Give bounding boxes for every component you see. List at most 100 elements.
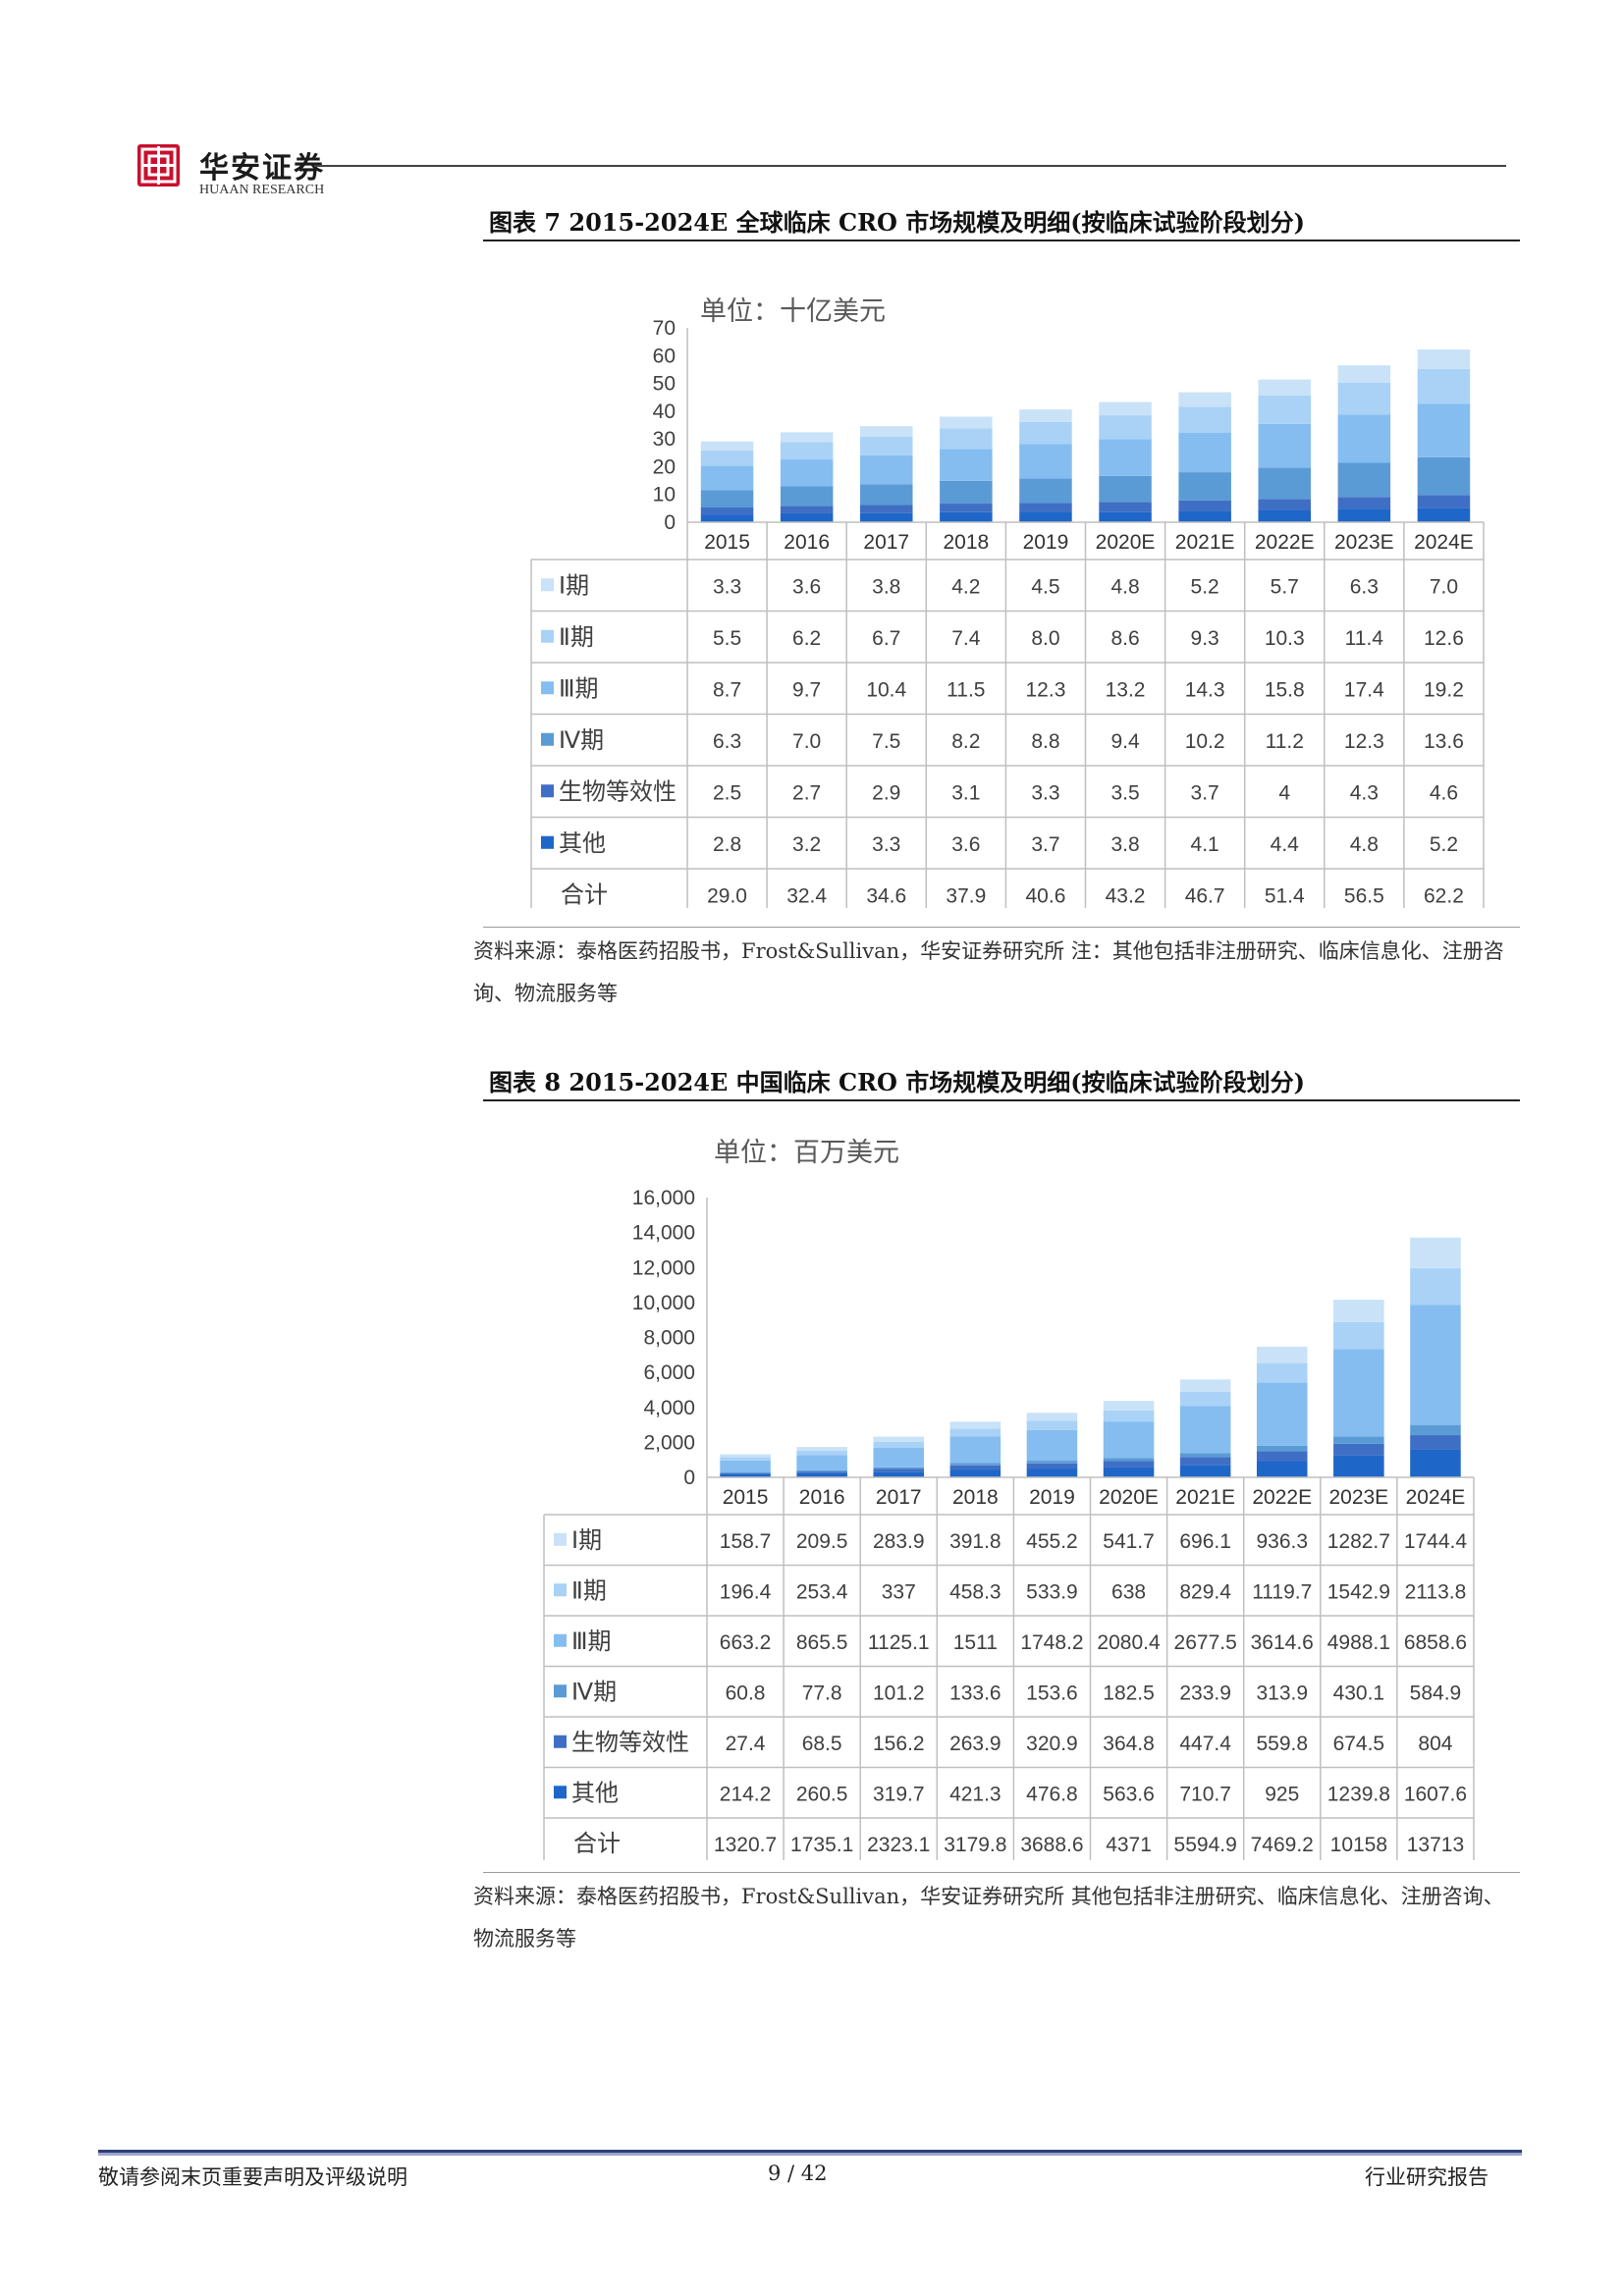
data-label: 253.4 <box>796 1580 848 1603</box>
data-label: 674.5 <box>1333 1733 1385 1755</box>
data-label: 421.3 <box>949 1783 1001 1805</box>
unit-label: 单位：十亿美元 <box>700 296 886 326</box>
bar-segment <box>1333 1443 1384 1456</box>
data-label: 4.8 <box>1350 833 1379 856</box>
bar-segment <box>873 1467 925 1469</box>
source-note: 资料来源：泰格医药招股书，Frost&Sullivan，华安证券研究所 注：其他… <box>473 939 1504 1005</box>
legend-swatch <box>541 835 554 849</box>
data-label: 3.7 <box>1031 833 1059 856</box>
bar-segment <box>873 1468 925 1472</box>
bar-segment <box>1410 1237 1461 1268</box>
data-label: 5.7 <box>1271 575 1299 598</box>
bar-segment <box>1258 499 1312 510</box>
bar-segment <box>1417 368 1471 404</box>
bar-segment <box>700 441 754 452</box>
data-label: 4.5 <box>1031 575 1059 598</box>
x-tick-label: 2017 <box>876 1486 922 1509</box>
x-tick-label: 2019 <box>1029 1486 1075 1509</box>
data-label: 3.5 <box>1110 781 1139 804</box>
data-label: 4.6 <box>1430 781 1458 804</box>
data-label: 10.4 <box>866 678 906 701</box>
bar-segment <box>1179 1391 1231 1407</box>
bar-segment <box>780 459 834 487</box>
bar-segment <box>1333 1321 1384 1350</box>
data-label: 5.5 <box>713 627 741 650</box>
data-label: 6.3 <box>713 730 741 753</box>
brand-name: 华安证券 <box>199 151 325 186</box>
bar-segment <box>796 1450 847 1456</box>
total-value: 40.6 <box>1026 884 1066 907</box>
bar-segment <box>700 490 754 508</box>
data-label: 214.2 <box>720 1783 772 1805</box>
x-tick-label: 2016 <box>784 531 830 554</box>
unit-label: 单位：百万美元 <box>714 1138 899 1167</box>
data-label: 1119.7 <box>1252 1580 1312 1603</box>
data-label: 3.3 <box>1031 781 1059 804</box>
data-label: 925 <box>1265 1783 1299 1805</box>
bar-segment <box>796 1471 847 1473</box>
data-label: 865.5 <box>796 1631 848 1654</box>
bar-segment <box>1026 1413 1078 1421</box>
bar-segment <box>700 514 754 522</box>
data-label: 1511 <box>953 1631 998 1654</box>
data-label: 2.9 <box>872 781 900 804</box>
bar-segment <box>1099 502 1152 512</box>
report-type: 行业研究报告 <box>1365 2165 1489 2189</box>
data-label: 541.7 <box>1103 1530 1155 1553</box>
data-label: 559.8 <box>1256 1733 1308 1755</box>
data-label: 5.2 <box>1430 833 1458 856</box>
bar-segment <box>1179 1457 1231 1466</box>
data-label: 6858.6 <box>1404 1631 1467 1654</box>
bar-segment <box>1179 1379 1231 1392</box>
bar-segment <box>1256 1362 1308 1383</box>
legend-label: Ⅱ期 <box>571 1577 607 1604</box>
data-label: 2113.8 <box>1405 1580 1467 1603</box>
bar-segment <box>1337 414 1391 463</box>
bar-segment <box>1103 1458 1155 1462</box>
legend-label: Ⅳ期 <box>571 1679 617 1705</box>
data-label: 9.4 <box>1110 730 1140 753</box>
data-label: 7.4 <box>951 627 981 650</box>
data-label: 1239.8 <box>1327 1783 1390 1805</box>
data-label: 13.2 <box>1106 678 1146 701</box>
bar-segment <box>873 1447 925 1468</box>
data-label: 936.3 <box>1256 1530 1308 1553</box>
data-label: 3.8 <box>872 575 900 598</box>
x-tick-label: 2018 <box>943 531 989 554</box>
bar-segment <box>1258 509 1312 522</box>
bar-segment <box>1333 1349 1384 1437</box>
data-label: 158.7 <box>720 1530 772 1553</box>
bar-segment <box>1099 475 1152 503</box>
bar-segment <box>949 1463 1001 1466</box>
y-tick-label: 10 <box>653 484 676 507</box>
data-label: 364.8 <box>1103 1733 1155 1755</box>
y-tick-label: 10,000 <box>632 1292 695 1314</box>
total-value: 37.9 <box>946 884 986 907</box>
data-label: 3614.6 <box>1251 1631 1314 1654</box>
total-value: 29.0 <box>707 884 747 907</box>
bar-segment <box>720 1473 771 1477</box>
bar-segment <box>780 512 834 522</box>
bar-segment <box>1103 1421 1155 1459</box>
bar-segment <box>720 1471 771 1473</box>
data-label: 458.3 <box>949 1580 1001 1603</box>
data-label: 455.2 <box>1026 1530 1078 1553</box>
bar-segment <box>949 1436 1001 1464</box>
total-value: 62.2 <box>1424 884 1464 907</box>
figure-title-rule <box>483 1099 1520 1101</box>
x-tick-label: 2024E <box>1406 1486 1466 1509</box>
data-label: 7.0 <box>792 730 821 753</box>
bar-segment <box>859 512 913 522</box>
data-label: 1282.7 <box>1327 1530 1390 1553</box>
data-label: 10.3 <box>1265 627 1305 650</box>
data-label: 11.4 <box>1345 627 1384 650</box>
bar-segment <box>780 506 834 513</box>
china-cro-chart: 单位：百万美元 0 2,000 4,000 6,000 8,000 10,000 12,000… <box>543 1138 1475 1860</box>
data-label: 638 <box>1111 1580 1146 1603</box>
bar-segment <box>796 1469 847 1472</box>
bar-segment <box>949 1421 1001 1429</box>
bar-segment <box>1410 1435 1461 1450</box>
data-label: 8.0 <box>1031 627 1059 650</box>
bar-segment <box>1256 1461 1308 1477</box>
